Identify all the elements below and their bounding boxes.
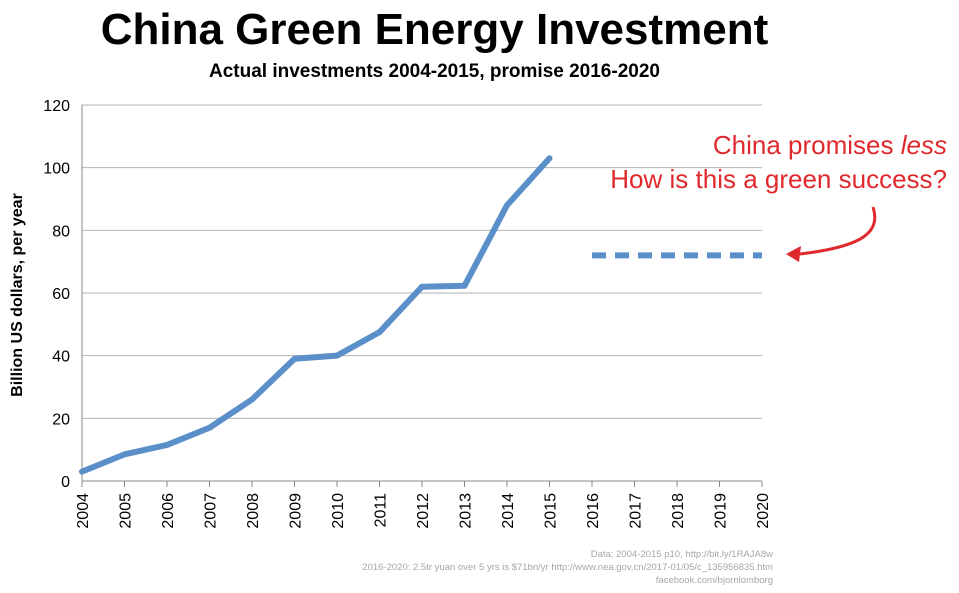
x-tick-label: 2017 [628,493,645,529]
tick-labels: 0 20 40 60 80 100 120 2004 2005 2006 2007 2008 2009 2… [43,98,772,529]
annotation-line-1: China promises less [610,128,947,162]
source-line-2: 2016-2020: 2.5tr yuan over 5 yrs is $71b… [362,562,773,573]
x-tick-label: 2010 [330,493,347,529]
y-tick-label: 60 [52,286,70,303]
chart-title: China Green Energy Investment [100,5,769,54]
x-tick-label: 2019 [713,493,730,529]
x-tick-label: 2008 [245,493,262,529]
x-tick-label: 2007 [203,493,220,529]
x-tick-label: 2005 [118,493,135,529]
source-line-3: facebook.com/bjornlomborg [655,575,773,586]
annotation-emphasis: less [900,130,947,160]
x-tick-label: 2009 [288,493,305,529]
y-tick-label: 0 [61,474,70,491]
x-tick-label: 2020 [755,493,772,529]
x-tick-label: 2015 [543,493,560,529]
annotation-arrowhead [786,246,801,262]
y-tick-label: 100 [43,161,70,178]
annotation-line-1-text: China promises [712,130,901,160]
x-tick-label: 2011 [373,493,390,528]
x-tick-label: 2004 [75,493,92,529]
annotation-arrow [786,206,877,262]
axes [81,105,763,487]
x-tick-label: 2014 [500,493,517,529]
source-note: Data: 2004-2015 p10, http://bit.ly/1RAJA… [362,548,773,587]
y-tick-label: 20 [52,411,70,428]
annotation-arrow-curve [799,206,877,256]
x-tick-label: 2012 [415,493,432,529]
chart-subtitle: Actual investments 2004-2015, promise 20… [209,61,660,82]
y-tick-label: 80 [52,223,70,240]
annotation-text: China promises less How is this a green … [610,128,947,196]
source-line-1: Data: 2004-2015 p10, http://bit.ly/1RAJA… [590,549,773,560]
y-tick-label: 120 [43,98,70,115]
x-tick-label: 2016 [585,493,602,529]
y-tick-label: 40 [52,349,70,366]
x-tick-label: 2006 [160,493,177,529]
annotation-line-2: How is this a green success? [610,164,947,194]
series-lines [79,155,762,475]
actual-investment-line [79,155,553,475]
x-tick-label: 2018 [670,493,687,529]
x-tick-label: 2013 [458,493,475,529]
gridlines [82,104,762,419]
